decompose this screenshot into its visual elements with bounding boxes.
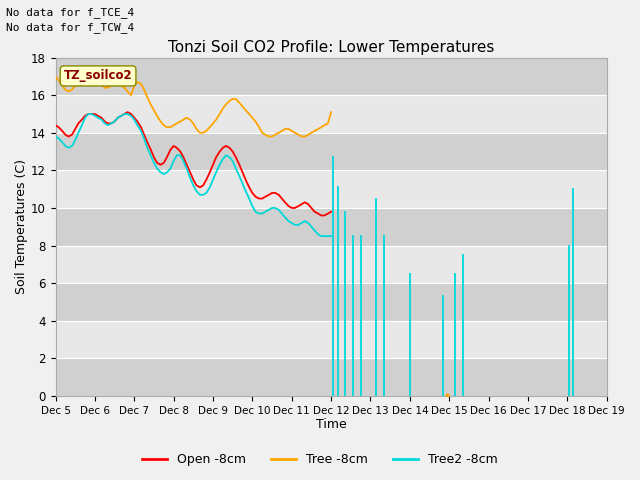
Title: Tonzi Soil CO2 Profile: Lower Temperatures: Tonzi Soil CO2 Profile: Lower Temperatur… xyxy=(168,40,494,55)
Bar xyxy=(56,208,607,246)
Text: TZ_soilco2: TZ_soilco2 xyxy=(64,70,132,83)
Text: No data for f_TCW_4: No data for f_TCW_4 xyxy=(6,22,134,33)
Bar xyxy=(56,321,607,358)
Bar xyxy=(56,95,607,133)
Legend: Open -8cm, Tree -8cm, Tree2 -8cm: Open -8cm, Tree -8cm, Tree2 -8cm xyxy=(137,448,503,471)
Text: No data for f_TCE_4: No data for f_TCE_4 xyxy=(6,7,134,18)
Bar xyxy=(56,283,607,321)
Y-axis label: Soil Temperatures (C): Soil Temperatures (C) xyxy=(15,159,28,294)
X-axis label: Time: Time xyxy=(316,419,346,432)
Bar xyxy=(56,246,607,283)
Bar xyxy=(56,170,607,208)
Bar xyxy=(56,133,607,170)
Bar xyxy=(56,358,607,396)
Bar xyxy=(56,58,607,95)
